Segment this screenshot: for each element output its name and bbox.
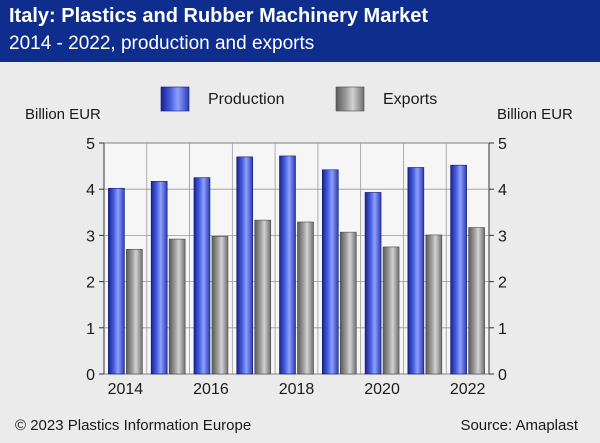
production-bar-2020 (364, 192, 382, 375)
legend-label-exports: Exports (383, 91, 437, 108)
y-tick-label-left: 4 (86, 182, 95, 199)
production-bar-2019 (321, 169, 339, 375)
copyright-text: © 2023 Plastics Information Europe (15, 417, 252, 434)
x-tick-label-2016: 2016 (193, 381, 229, 398)
exports-bar-2020 (382, 246, 400, 375)
y-tick-label-left: 2 (86, 275, 95, 292)
y-tick-label-right: 5 (498, 136, 507, 153)
exports-bar-2014 (126, 248, 143, 375)
y-tick-label-right: 3 (498, 228, 507, 245)
x-tick-label-2020: 2020 (364, 381, 400, 398)
chart-title: Italy: Plastics and Rubber Machinery Mar… (9, 5, 429, 27)
exports-bar-2018 (297, 221, 314, 375)
y-tick-label-right: 0 (498, 367, 507, 384)
production-bar-2018 (279, 155, 296, 375)
y-tick-label-left: 1 (86, 321, 95, 338)
y-tick-label-right: 2 (498, 275, 507, 292)
exports-bar-2015 (168, 238, 186, 375)
exports-bar-2022 (468, 227, 485, 375)
exports-bar-2017 (254, 219, 272, 375)
production-bar-2022 (450, 164, 467, 375)
gridlines (103, 142, 490, 375)
exports-bar-2016 (211, 236, 229, 375)
production-bar-2021 (407, 167, 425, 375)
y-tick-label-right: 1 (498, 321, 507, 338)
y-tick-label-right: 4 (498, 182, 507, 199)
bars (108, 155, 485, 375)
legend-swatch-exports (335, 86, 365, 112)
y-tick-label-left: 5 (86, 136, 95, 153)
production-bar-2014 (108, 187, 125, 375)
y-axis-label-left: Billion EUR (25, 106, 101, 123)
x-tick-label-2022: 2022 (450, 381, 486, 398)
y-tick-label-left: 0 (86, 367, 95, 384)
exports-bar-2019 (339, 231, 357, 375)
production-bar-2017 (236, 156, 254, 375)
production-bar-2016 (193, 177, 211, 375)
legend-label-production: Production (208, 91, 285, 108)
plot-area (103, 142, 490, 375)
axes: 0 0 1 1 2 2 3 3 4 4 5 5 2014 2016 2018 2020 2022 (86, 136, 507, 398)
legend-swatch-production (160, 86, 190, 112)
y-axis-label-right: Billion EUR (497, 106, 573, 123)
source-text: Source: Amaplast (460, 417, 578, 434)
chart-header: Italy: Plastics and Rubber Machinery Mar… (0, 0, 600, 62)
exports-bar-2021 (425, 234, 443, 375)
y-tick-label-left: 3 (86, 228, 95, 245)
legend: Production Exports (160, 86, 437, 112)
bar-chart: Billion EUR Billion EUR Production Export… (25, 86, 573, 398)
x-tick-label-2018: 2018 (279, 381, 315, 398)
chart-subtitle: 2014 - 2022, production and exports (9, 33, 315, 54)
x-tick-label-2014: 2014 (108, 381, 144, 398)
production-bar-2015 (150, 181, 168, 375)
